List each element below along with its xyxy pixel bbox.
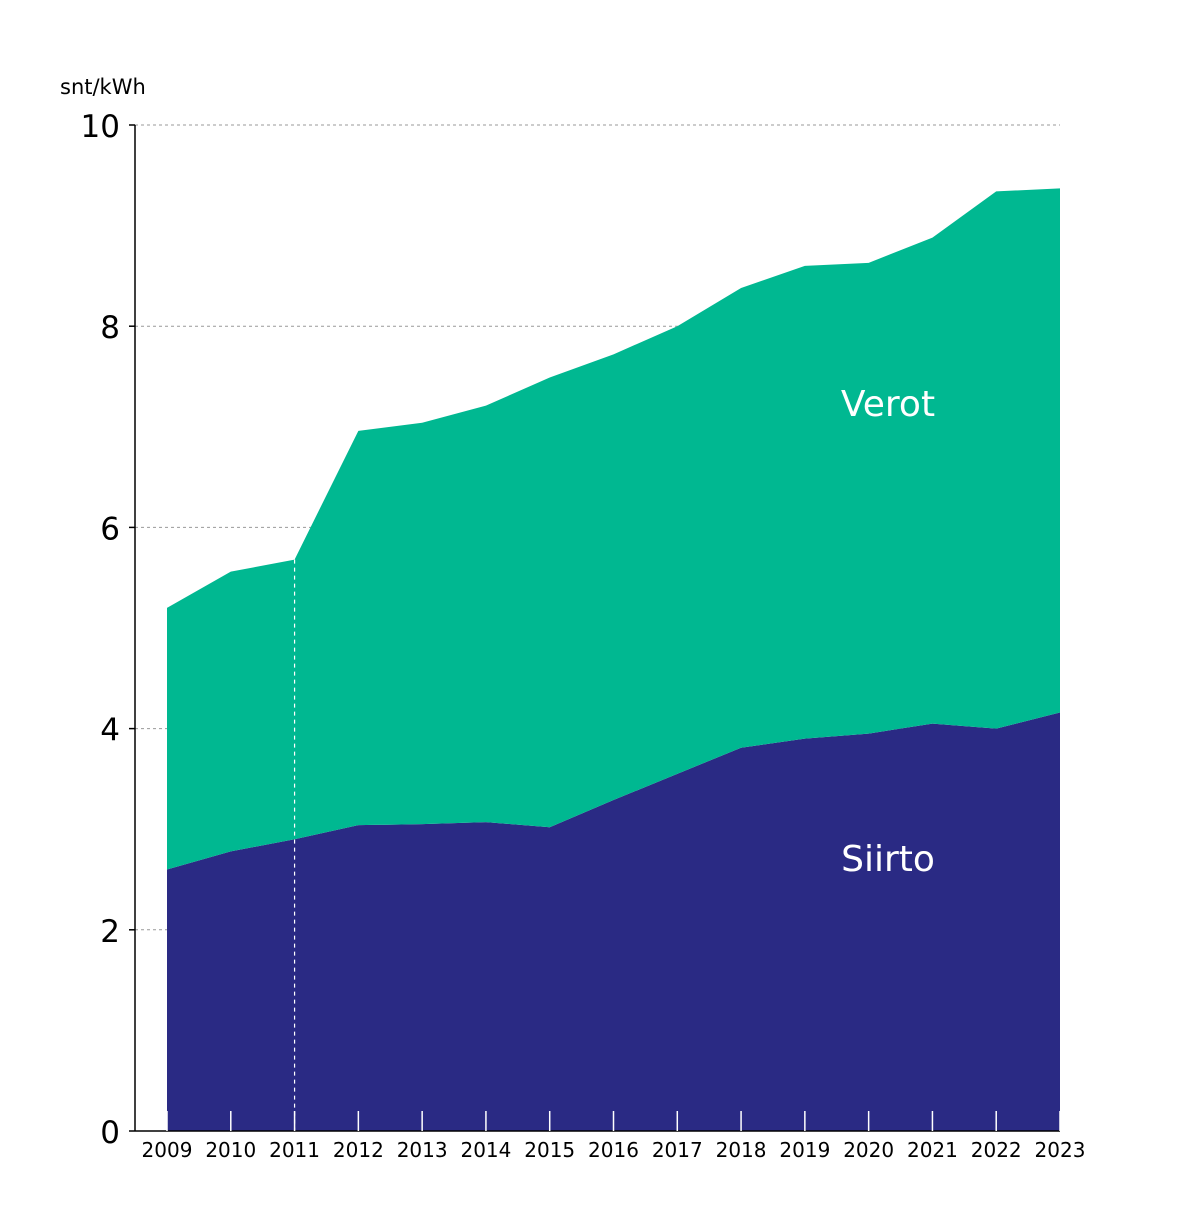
y-tick-label-4: 4 [100,713,120,749]
y-tick-labels: 0 2 4 6 8 10 [81,109,120,1151]
y-tick-label-10: 10 [81,109,120,145]
x-tick-label-2016: 2016 [588,1138,639,1162]
y-tick-label-2: 2 [100,914,120,950]
x-tick-label-2010: 2010 [205,1138,256,1162]
y-axis-unit-label: snt/kWh [60,75,146,99]
area-siirto [167,712,1060,1131]
x-tick-label-2009: 2009 [142,1138,193,1162]
x-tick-label-2013: 2013 [397,1138,448,1162]
x-tick-label-2015: 2015 [524,1138,575,1162]
x-tick-label-2022: 2022 [971,1138,1022,1162]
y-tick-label-0: 0 [100,1115,120,1151]
x-tick-label-2014: 2014 [460,1138,511,1162]
x-tick-label-2012: 2012 [333,1138,384,1162]
area-verot [167,188,1060,870]
area-series [167,188,1060,1131]
x-tick-label-2011: 2011 [269,1138,320,1162]
x-tick-label-2023: 2023 [1035,1138,1086,1162]
x-tick-labels: 2009 2010 2011 2012 2013 2014 2015 2016 2017 2018… [142,1138,1086,1162]
x-tick-label-2020: 2020 [843,1138,894,1162]
x-tick-label-2019: 2019 [779,1138,830,1162]
x-tick-label-2018: 2018 [716,1138,767,1162]
axes [129,124,1061,1132]
x-tick-label-2017: 2017 [652,1138,703,1162]
y-tick-label-6: 6 [100,511,120,547]
series-label-verot: Verot [841,384,935,425]
series-label-siirto: Siirto [841,839,935,880]
y-tick-label-8: 8 [100,310,120,346]
x-tick-label-2021: 2021 [907,1138,958,1162]
